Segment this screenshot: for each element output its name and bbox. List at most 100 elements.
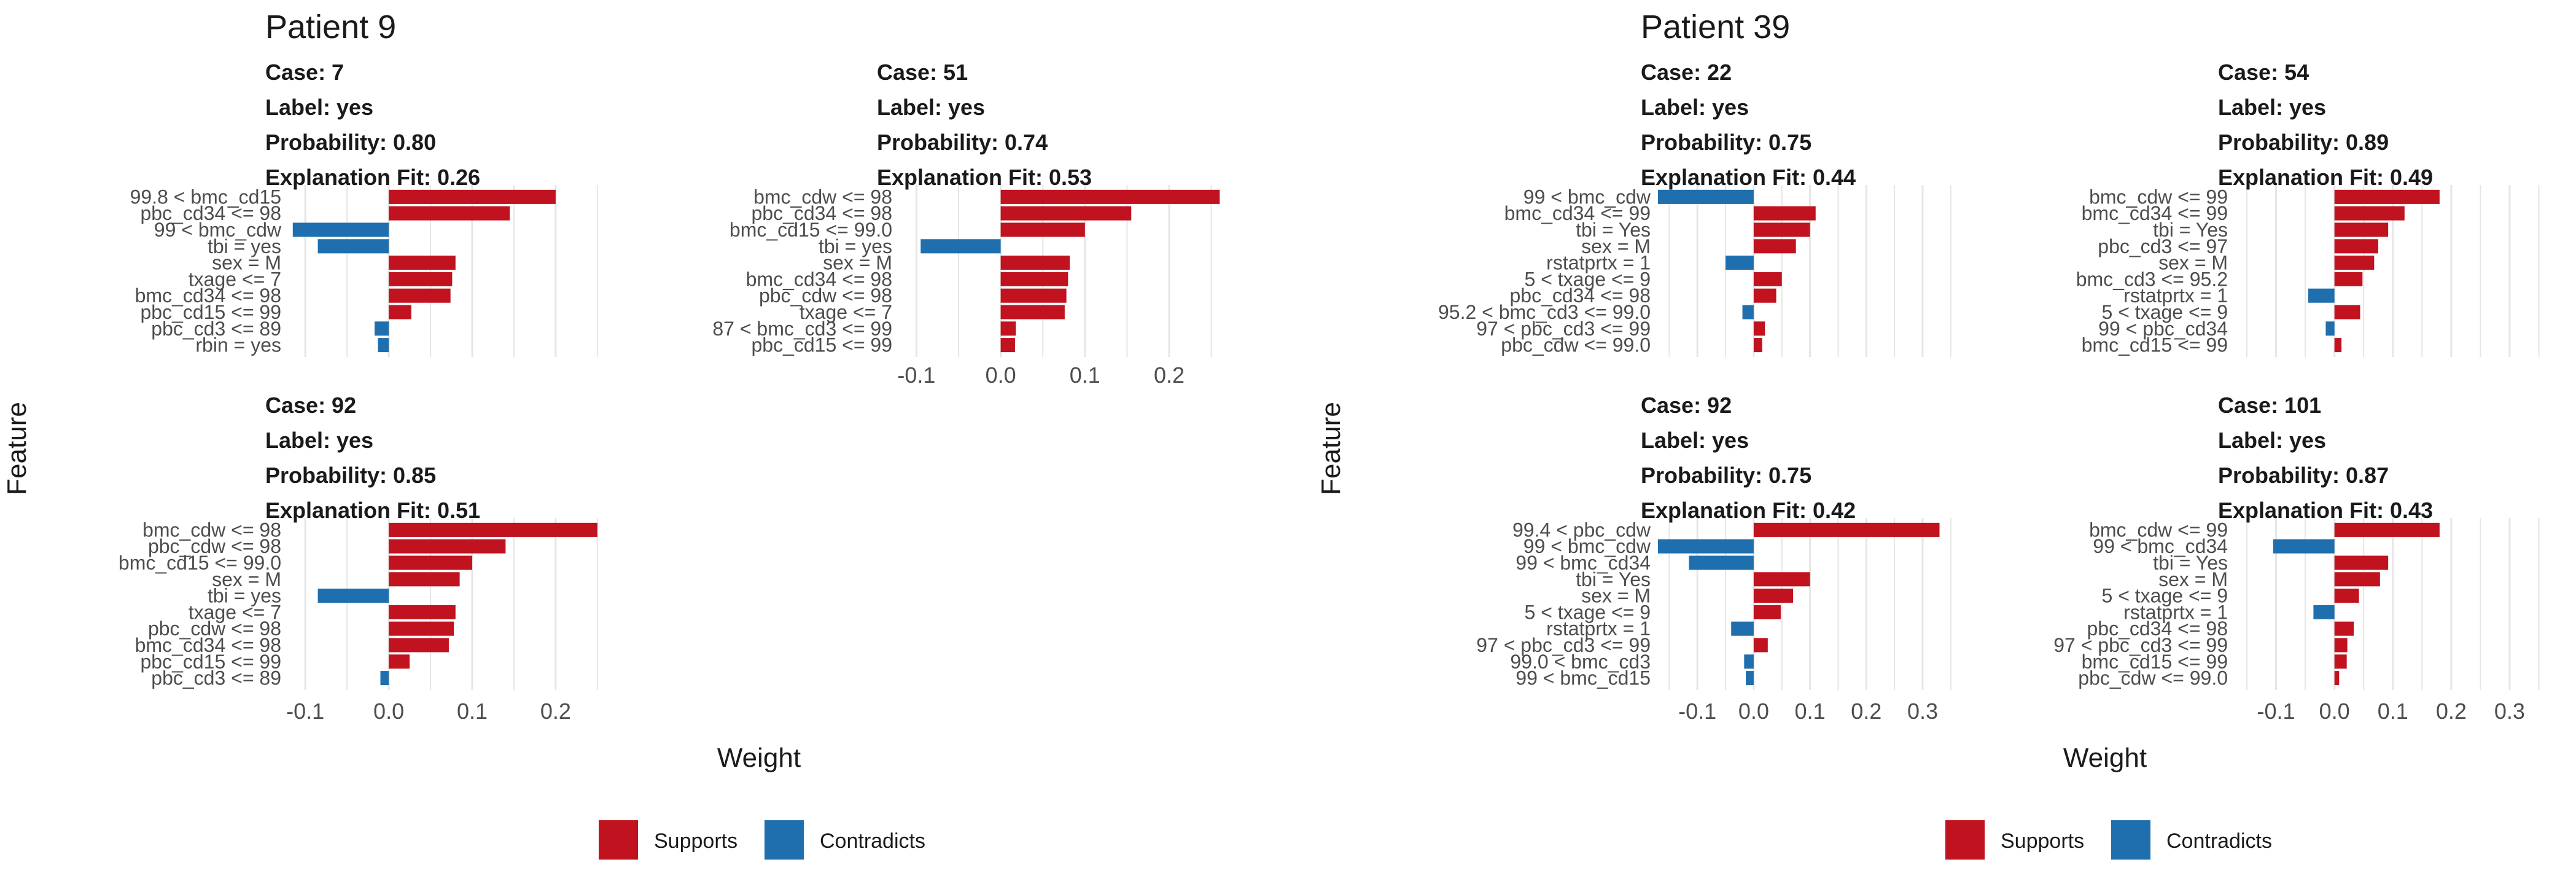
bar-pbc-cd34-98 — [2334, 621, 2354, 636]
case-label: Case: 92 — [1641, 393, 1732, 418]
feature-label: 95.2 < bmc_cd3 <= 99.0 — [1438, 301, 1651, 323]
feature-label: tbi = Yes — [1576, 219, 1651, 241]
feature-label: bmc_cdw <= 98 — [753, 186, 892, 208]
case-label: Case: 22 — [1641, 60, 1732, 85]
bar-99-pbc-cd34 — [2325, 321, 2335, 336]
feature-label: 99 < bmc_cdw — [1523, 186, 1651, 208]
case-label: Case: 54 — [2218, 60, 2309, 85]
legend-swatch-supports — [599, 820, 638, 860]
bar-bmc-cd15-99-0 — [389, 555, 472, 570]
feature-label: sex = M — [1581, 235, 1651, 257]
feature-label: pbc_cd3 <= 89 — [151, 318, 281, 340]
feature-label: bmc_cd15 <= 99.0 — [119, 552, 281, 574]
panel-case-54: Case: 54 Label: yes Probability: 0.89 Expla… — [2076, 60, 2440, 356]
feature-label: bmc_cd34 <= 98 — [746, 268, 892, 290]
bar-pbc-cd3-97 — [2334, 239, 2378, 254]
feature-label: bmc_cd15 <= 99.0 — [730, 219, 892, 241]
x-tick-label: 0.1 — [1795, 699, 1826, 724]
case-label: Case: 51 — [877, 60, 968, 85]
label-text: Label: yes — [265, 428, 373, 453]
feature-label: pbc_cd15 <= 99 — [140, 301, 281, 323]
bar-bmc-cd34-98 — [389, 638, 449, 652]
bar-pbc-cdw-99-0 — [2334, 671, 2340, 686]
bar-pbc-cd15-99 — [389, 654, 410, 669]
label-text: Label: yes — [877, 95, 985, 120]
legend-label-contradicts: Contradicts — [820, 829, 925, 853]
probability-text: Probability: 0.75 — [1641, 130, 1811, 155]
feature-label: pbc_cd15 <= 99 — [751, 334, 892, 356]
feature-label: 99.0 < bmc_cd3 — [1510, 651, 1651, 673]
feature-label: 5 < txage <= 9 — [1525, 601, 1651, 623]
probability-text: Probability: 0.89 — [2218, 130, 2389, 155]
feature-label: pbc_cd34 <= 98 — [2087, 617, 2228, 640]
feature-label: pbc_cd15 <= 99 — [140, 651, 281, 673]
bar-99-bmc-cdw — [1658, 189, 1754, 204]
x-tick-label: 0.3 — [2494, 699, 2525, 724]
x-tick-label: 0.1 — [2378, 699, 2408, 724]
bar-5-txage-9 — [2334, 589, 2359, 603]
feature-label: rstatprtx = 1 — [1546, 252, 1651, 274]
bar-87-bmc-cd3-99 — [1000, 321, 1016, 336]
bar-pbc-cd3-89 — [374, 321, 389, 336]
feature-label: rstatprtx = 1 — [1546, 617, 1651, 640]
feature-label: bmc_cd15 <= 99 — [2082, 651, 2228, 673]
feature-label: tbi = yes — [208, 235, 281, 257]
x-tick-label: 0.2 — [540, 699, 571, 724]
bar-sex-m — [2334, 572, 2380, 587]
feature-label: txage <= 7 — [800, 301, 892, 323]
x-tick-label: -0.1 — [1678, 699, 1716, 724]
bar-5-txage-9 — [1753, 272, 1782, 286]
chart-group-patient-39: Patient 39 Feature Weight Supports Contradic… — [1316, 9, 2525, 860]
bar-bmc-cd15-99 — [2334, 654, 2347, 669]
bar-pbc-cdw-98 — [1000, 288, 1067, 303]
explanation-fit-text: Explanation Fit: 0.44 — [1641, 165, 1856, 190]
feature-label: 99 < pbc_cd34 — [2098, 318, 2228, 340]
bar-bmc-cd15-99 — [2334, 338, 2342, 353]
bar-tbi-yes — [317, 589, 389, 603]
case-label: Case: 101 — [2218, 393, 2321, 418]
bar-rbin-yes — [378, 338, 389, 353]
x-tick-label: 0.1 — [1070, 362, 1100, 388]
bar-sex-m — [1000, 256, 1070, 270]
y-axis-title: Feature — [2, 402, 32, 495]
x-tick-label: 0.1 — [457, 699, 488, 724]
feature-label: rstatprtx = 1 — [2123, 284, 2228, 307]
bar-sex-m — [389, 256, 456, 270]
bar-pbc-cdw-99-0 — [1753, 338, 1762, 353]
feature-label: bmc_cd34 <= 98 — [135, 284, 281, 307]
bar-99-0-bmc-cd3 — [1744, 654, 1754, 669]
x-tick-label: -0.1 — [286, 699, 324, 724]
y-axis-title: Feature — [1316, 402, 1346, 495]
bar-txage-7 — [1000, 305, 1065, 319]
x-axis-title: Weight — [717, 743, 801, 773]
feature-label: pbc_cdw <= 99.0 — [2078, 667, 2228, 689]
feature-label: pbc_cd3 <= 89 — [151, 667, 281, 689]
gridlines-patient-39-2 — [1668, 518, 1951, 690]
x-tick-label: 0.3 — [1907, 699, 1938, 724]
feature-label: pbc_cdw <= 99.0 — [1501, 334, 1651, 356]
feature-label: tbi = Yes — [2153, 219, 2228, 241]
bar-bmc-cdw-99 — [2334, 522, 2440, 537]
bar-tbi-yes — [2334, 222, 2389, 237]
bar-tbi-yes — [1753, 572, 1810, 587]
feature-label: bmc_cd34 <= 98 — [135, 634, 281, 656]
bar-rstatprtx-1 — [1731, 621, 1754, 636]
legend-label-supports: Supports — [2001, 829, 2084, 853]
bar-97-pbc-cd3-99 — [2334, 638, 2348, 652]
probability-text: Probability: 0.85 — [265, 463, 436, 488]
panel-case-7: Case: 7 Label: yes Probability: 0.80 Explan… — [130, 60, 556, 356]
feature-label: 5 < txage <= 9 — [1525, 268, 1651, 290]
feature-label: sex = M — [212, 568, 281, 590]
feature-label: pbc_cd34 <= 98 — [140, 202, 281, 224]
feature-label: 99.4 < pbc_cdw — [1512, 519, 1651, 541]
bar-txage-7 — [389, 272, 453, 286]
feature-label: bmc_cdw <= 99 — [2089, 186, 2228, 208]
bar-99-bmc-cdw — [1658, 539, 1754, 554]
feature-label: 87 < bmc_cd3 <= 99 — [712, 318, 892, 340]
feature-label: tbi = yes — [819, 235, 892, 257]
bar-bmc-cd15-99-0 — [1000, 222, 1085, 237]
explanation-fit-text: Explanation Fit: 0.43 — [2218, 498, 2433, 523]
bar-97-pbc-cd3-99 — [1753, 638, 1768, 652]
